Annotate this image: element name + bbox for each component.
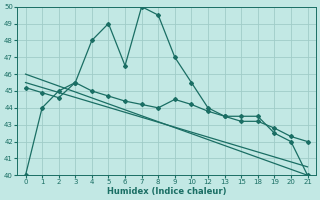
X-axis label: Humidex (Indice chaleur): Humidex (Indice chaleur)	[107, 187, 226, 196]
